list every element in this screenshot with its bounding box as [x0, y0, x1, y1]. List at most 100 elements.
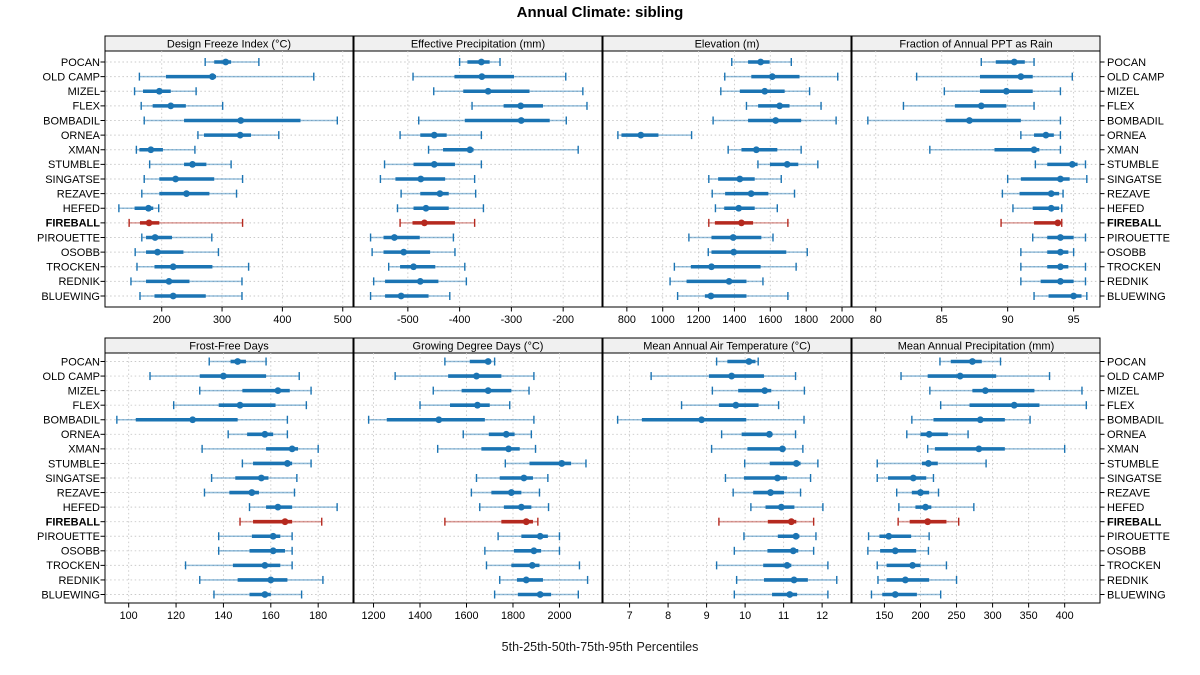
median-dot: [1010, 58, 1018, 66]
site-label-left-rezave: REZAVE: [57, 188, 100, 200]
percentile-whisker-singatse: [876, 474, 935, 482]
percentile-whisker-xman: [201, 444, 319, 453]
panel-fraction-of-annual-ppt-as-rain: Fraction of Annual PPT as Rain 80 85 90 95: [851, 35, 1105, 326]
percentile-whisker-pocan: [444, 357, 496, 366]
median-dot: [390, 234, 398, 241]
x-tick-label: 95: [1068, 314, 1080, 326]
median-dot: [786, 591, 794, 598]
percentile-whisker-mizel: [943, 87, 1062, 96]
x-tick-label: 8: [665, 610, 671, 622]
median-dot: [1068, 160, 1076, 168]
percentile-whisker-pocan: [731, 58, 792, 66]
median-dot: [922, 503, 929, 511]
percentile-whisker-old-camp: [650, 372, 797, 381]
percentile-whisker-mizel: [433, 87, 584, 96]
site-label-left-ornea: ORNEA: [61, 429, 101, 441]
percentile-whisker-xman: [727, 145, 802, 154]
percentile-whisker-trocken: [673, 262, 797, 271]
median-dot: [768, 73, 776, 81]
median-dot: [474, 401, 481, 409]
site-label-right-rednik: REDNIK: [1107, 575, 1149, 587]
site-label-left-trocken: TROCKEN: [46, 560, 100, 572]
percentile-whisker-rednik: [499, 575, 589, 584]
median-dot: [477, 58, 485, 66]
median-dot: [698, 416, 705, 424]
site-label-right-bluewing: BLUEWING: [1107, 589, 1166, 601]
median-dot: [484, 87, 492, 95]
site-label-left-rednik: REDNIK: [58, 575, 100, 587]
site-label-left-pocan: POCAN: [61, 57, 100, 69]
percentile-whisker-bombadil: [418, 116, 567, 125]
median-dot: [1042, 131, 1050, 139]
x-tick-label: 85: [936, 314, 948, 326]
percentile-whisker-rednik: [1020, 277, 1087, 286]
x-tick-label: 10: [739, 610, 751, 622]
percentile-whisker-stumble: [148, 160, 232, 169]
median-dot: [400, 248, 408, 256]
median-dot: [261, 561, 269, 569]
site-label-right-ornea: ORNEA: [1107, 130, 1147, 142]
percentile-whisker-flex: [140, 101, 224, 110]
percentile-whisker-singatse: [143, 175, 244, 183]
median-dot: [183, 190, 190, 198]
median-dot: [736, 175, 744, 183]
percentile-whisker-mizel: [720, 87, 811, 96]
percentile-whisker-pocan: [458, 58, 501, 66]
percentile-whisker-bombadil: [867, 116, 1062, 125]
percentile-whisker-bluewing: [1033, 292, 1088, 300]
percentile-whisker-ornea: [617, 131, 693, 140]
percentile-whisker-pirouette: [141, 233, 213, 242]
site-label-right-flex: FLEX: [1107, 101, 1135, 113]
median-dot: [248, 489, 256, 496]
x-tick-label: 120: [167, 610, 185, 622]
site-label-right-singatse: SINGATSE: [1107, 473, 1162, 485]
percentile-whisker-pocan: [715, 357, 759, 366]
chart-title: Annual Climate: sibling: [516, 4, 684, 21]
site-label-right-stumble: STUMBLE: [1107, 458, 1159, 470]
site-label-left-osobb: OSOBB: [61, 247, 100, 259]
median-dot: [729, 234, 737, 241]
percentile-whisker-ornea: [462, 430, 533, 439]
panel-strip-title: Elevation (m): [695, 38, 760, 50]
percentile-whisker-fireball: [708, 218, 789, 227]
percentile-whisker-flex: [471, 101, 588, 110]
percentile-whisker-xman: [436, 444, 537, 453]
percentile-whisker-stumble: [757, 160, 819, 169]
median-dot: [637, 131, 645, 139]
site-label-left-rezave: REZAVE: [57, 487, 100, 499]
median-dot: [267, 576, 275, 584]
x-tick-label: 1200: [687, 314, 711, 326]
x-tick-label: 80: [870, 314, 882, 326]
x-tick-label: 2000: [830, 314, 854, 326]
median-dot: [269, 547, 277, 555]
percentile-whisker-pocan: [939, 357, 1002, 366]
site-label-left-fireball: FIREBALL: [46, 218, 101, 230]
median-dot: [436, 190, 444, 198]
site-label-left-pirouette: PIROUETTE: [37, 531, 100, 543]
median-dot: [1017, 73, 1025, 81]
median-dot: [522, 576, 530, 584]
median-dot: [1057, 277, 1064, 285]
median-dot: [473, 372, 480, 380]
x-tick-label: 1200: [362, 610, 386, 622]
x-tick-label: 150: [875, 610, 893, 622]
percentile-whisker-osobb: [134, 248, 220, 257]
percentile-whisker-old-camp: [412, 72, 567, 81]
median-dot: [761, 387, 769, 395]
x-tick-label: 400: [273, 314, 291, 326]
percentile-whisker-bluewing: [493, 590, 579, 599]
median-dot: [558, 460, 566, 467]
median-dot: [517, 102, 525, 110]
site-label-left-trocken: TROCKEN: [46, 262, 100, 274]
percentile-whisker-trocken: [136, 262, 250, 271]
percentile-whisker-osobb: [733, 546, 815, 555]
median-dot: [234, 358, 242, 365]
x-tick-label: 1800: [794, 314, 818, 326]
x-tick-label: 300: [984, 610, 1002, 622]
panel-strip-title: Fraction of Annual PPT as Rain: [899, 38, 1052, 50]
percentile-whisker-trocken: [387, 262, 466, 271]
median-dot: [502, 430, 510, 438]
site-label-right-stumble: STUMBLE: [1107, 159, 1159, 171]
median-dot: [257, 474, 265, 482]
